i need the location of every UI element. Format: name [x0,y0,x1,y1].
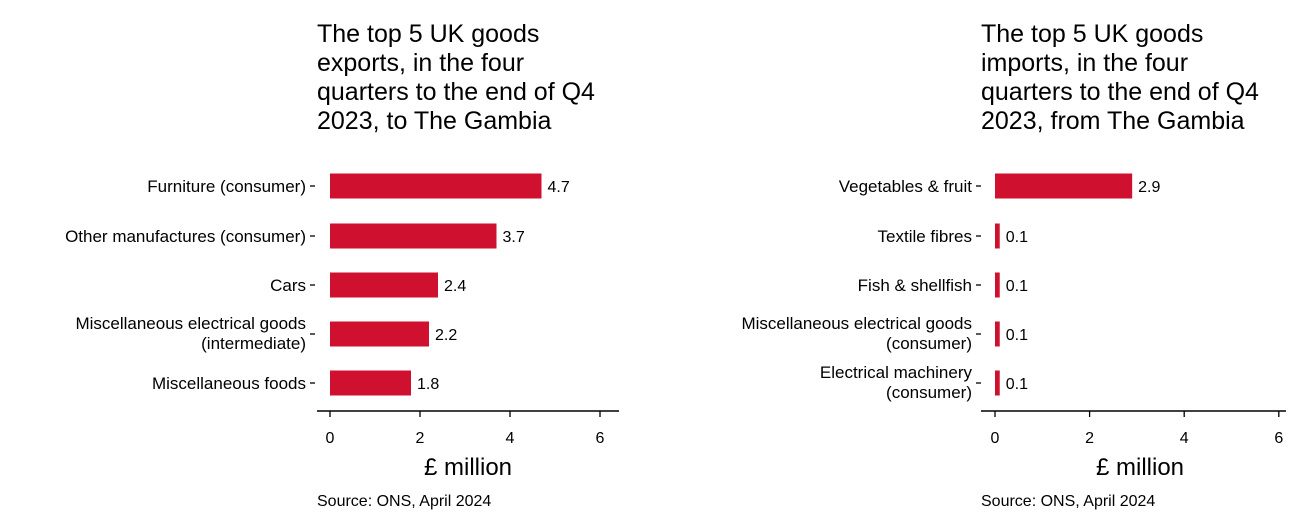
category-label: Textile fibres [878,227,972,246]
x-tick-label: 0 [326,430,335,447]
source-note: Source: ONS, April 2024 [981,493,1155,510]
chart-title-line: 2023, to The Gambia [317,107,552,135]
chart-title-line: The top 5 UK goods [981,20,1203,48]
value-label: 3.7 [503,229,525,246]
category-label: Furniture (consumer) [147,177,306,196]
value-label: 0.1 [1006,376,1028,393]
x-tick-label: 6 [1274,430,1283,447]
value-label: 0.1 [1006,278,1028,295]
value-label: 0.1 [1006,327,1028,344]
x-tick-label: 0 [991,430,1000,447]
x-tick-label: 4 [1180,430,1189,447]
category-label: Other manufactures (consumer) [65,227,306,246]
x-axis-label: £ million [1096,454,1184,481]
bar [330,272,438,298]
chart-title: The top 5 UK goods imports, in the four qu… [981,20,1259,135]
source-note: Source: ONS, April 2024 [317,493,491,510]
bar [995,223,1000,249]
category-label-line: Miscellaneous foods [152,374,306,393]
category-label: Cars [270,276,306,295]
chart-title-line: quarters to the end of Q4 [981,78,1259,106]
category-label-line: Miscellaneous electrical goods [75,314,306,333]
bar [330,321,429,347]
category-label-line: Fish & shellfish [858,276,972,295]
category-label-line: Furniture (consumer) [147,177,306,196]
value-label: 2.4 [444,278,466,295]
value-label: 2.9 [1138,179,1160,196]
category-label-line: (intermediate) [201,334,306,353]
category-label: Miscellaneous electrical goods (intermedi… [75,314,306,353]
category-label-line: Textile fibres [878,227,972,246]
chart-title-line: 2023, from The Gambia [981,107,1245,135]
bar [995,272,1000,298]
category-label-line: (consumer) [886,334,972,353]
bar [330,223,497,249]
category-label: Miscellaneous electrical goods (consumer) [741,314,972,353]
bar [330,370,411,396]
category-label: Vegetables & fruit [839,177,973,196]
bar [330,173,542,199]
category-label-line: Electrical machinery [820,363,973,382]
value-label: 4.7 [548,179,570,196]
chart-title-line: quarters to the end of Q4 [317,78,595,106]
value-label: 0.1 [1006,229,1028,246]
value-label: 2.2 [435,327,457,344]
chart-title: The top 5 UK goods exports, in the four qu… [317,20,595,135]
x-tick-label: 4 [506,430,515,447]
category-label: Fish & shellfish [858,276,972,295]
category-label-line: (consumer) [886,383,972,402]
category-label: Electrical machinery (consumer) [820,363,973,402]
x-tick-label: 2 [416,430,425,447]
value-label: 1.8 [417,376,439,393]
bar [995,321,1000,347]
category-label: Miscellaneous foods [152,374,306,393]
category-label-line: Miscellaneous electrical goods [741,314,972,333]
category-label-line: Other manufactures (consumer) [65,227,306,246]
chart-title-line: exports, in the four [317,49,524,77]
x-axis-label: £ million [424,454,512,481]
x-tick-label: 6 [596,430,605,447]
category-label-line: Vegetables & fruit [839,177,973,196]
bar [995,370,1000,396]
chart-title-line: The top 5 UK goods [317,20,539,48]
x-tick-label: 2 [1085,430,1094,447]
chart-title-line: imports, in the four [981,49,1188,77]
bar [995,173,1133,199]
category-label-line: Cars [270,276,306,295]
chart-panel-imports: The top 5 UK goods imports, in the four qu… [741,20,1286,510]
chart-panel-exports: The top 5 UK goods exports, in the four qu… [65,20,619,510]
